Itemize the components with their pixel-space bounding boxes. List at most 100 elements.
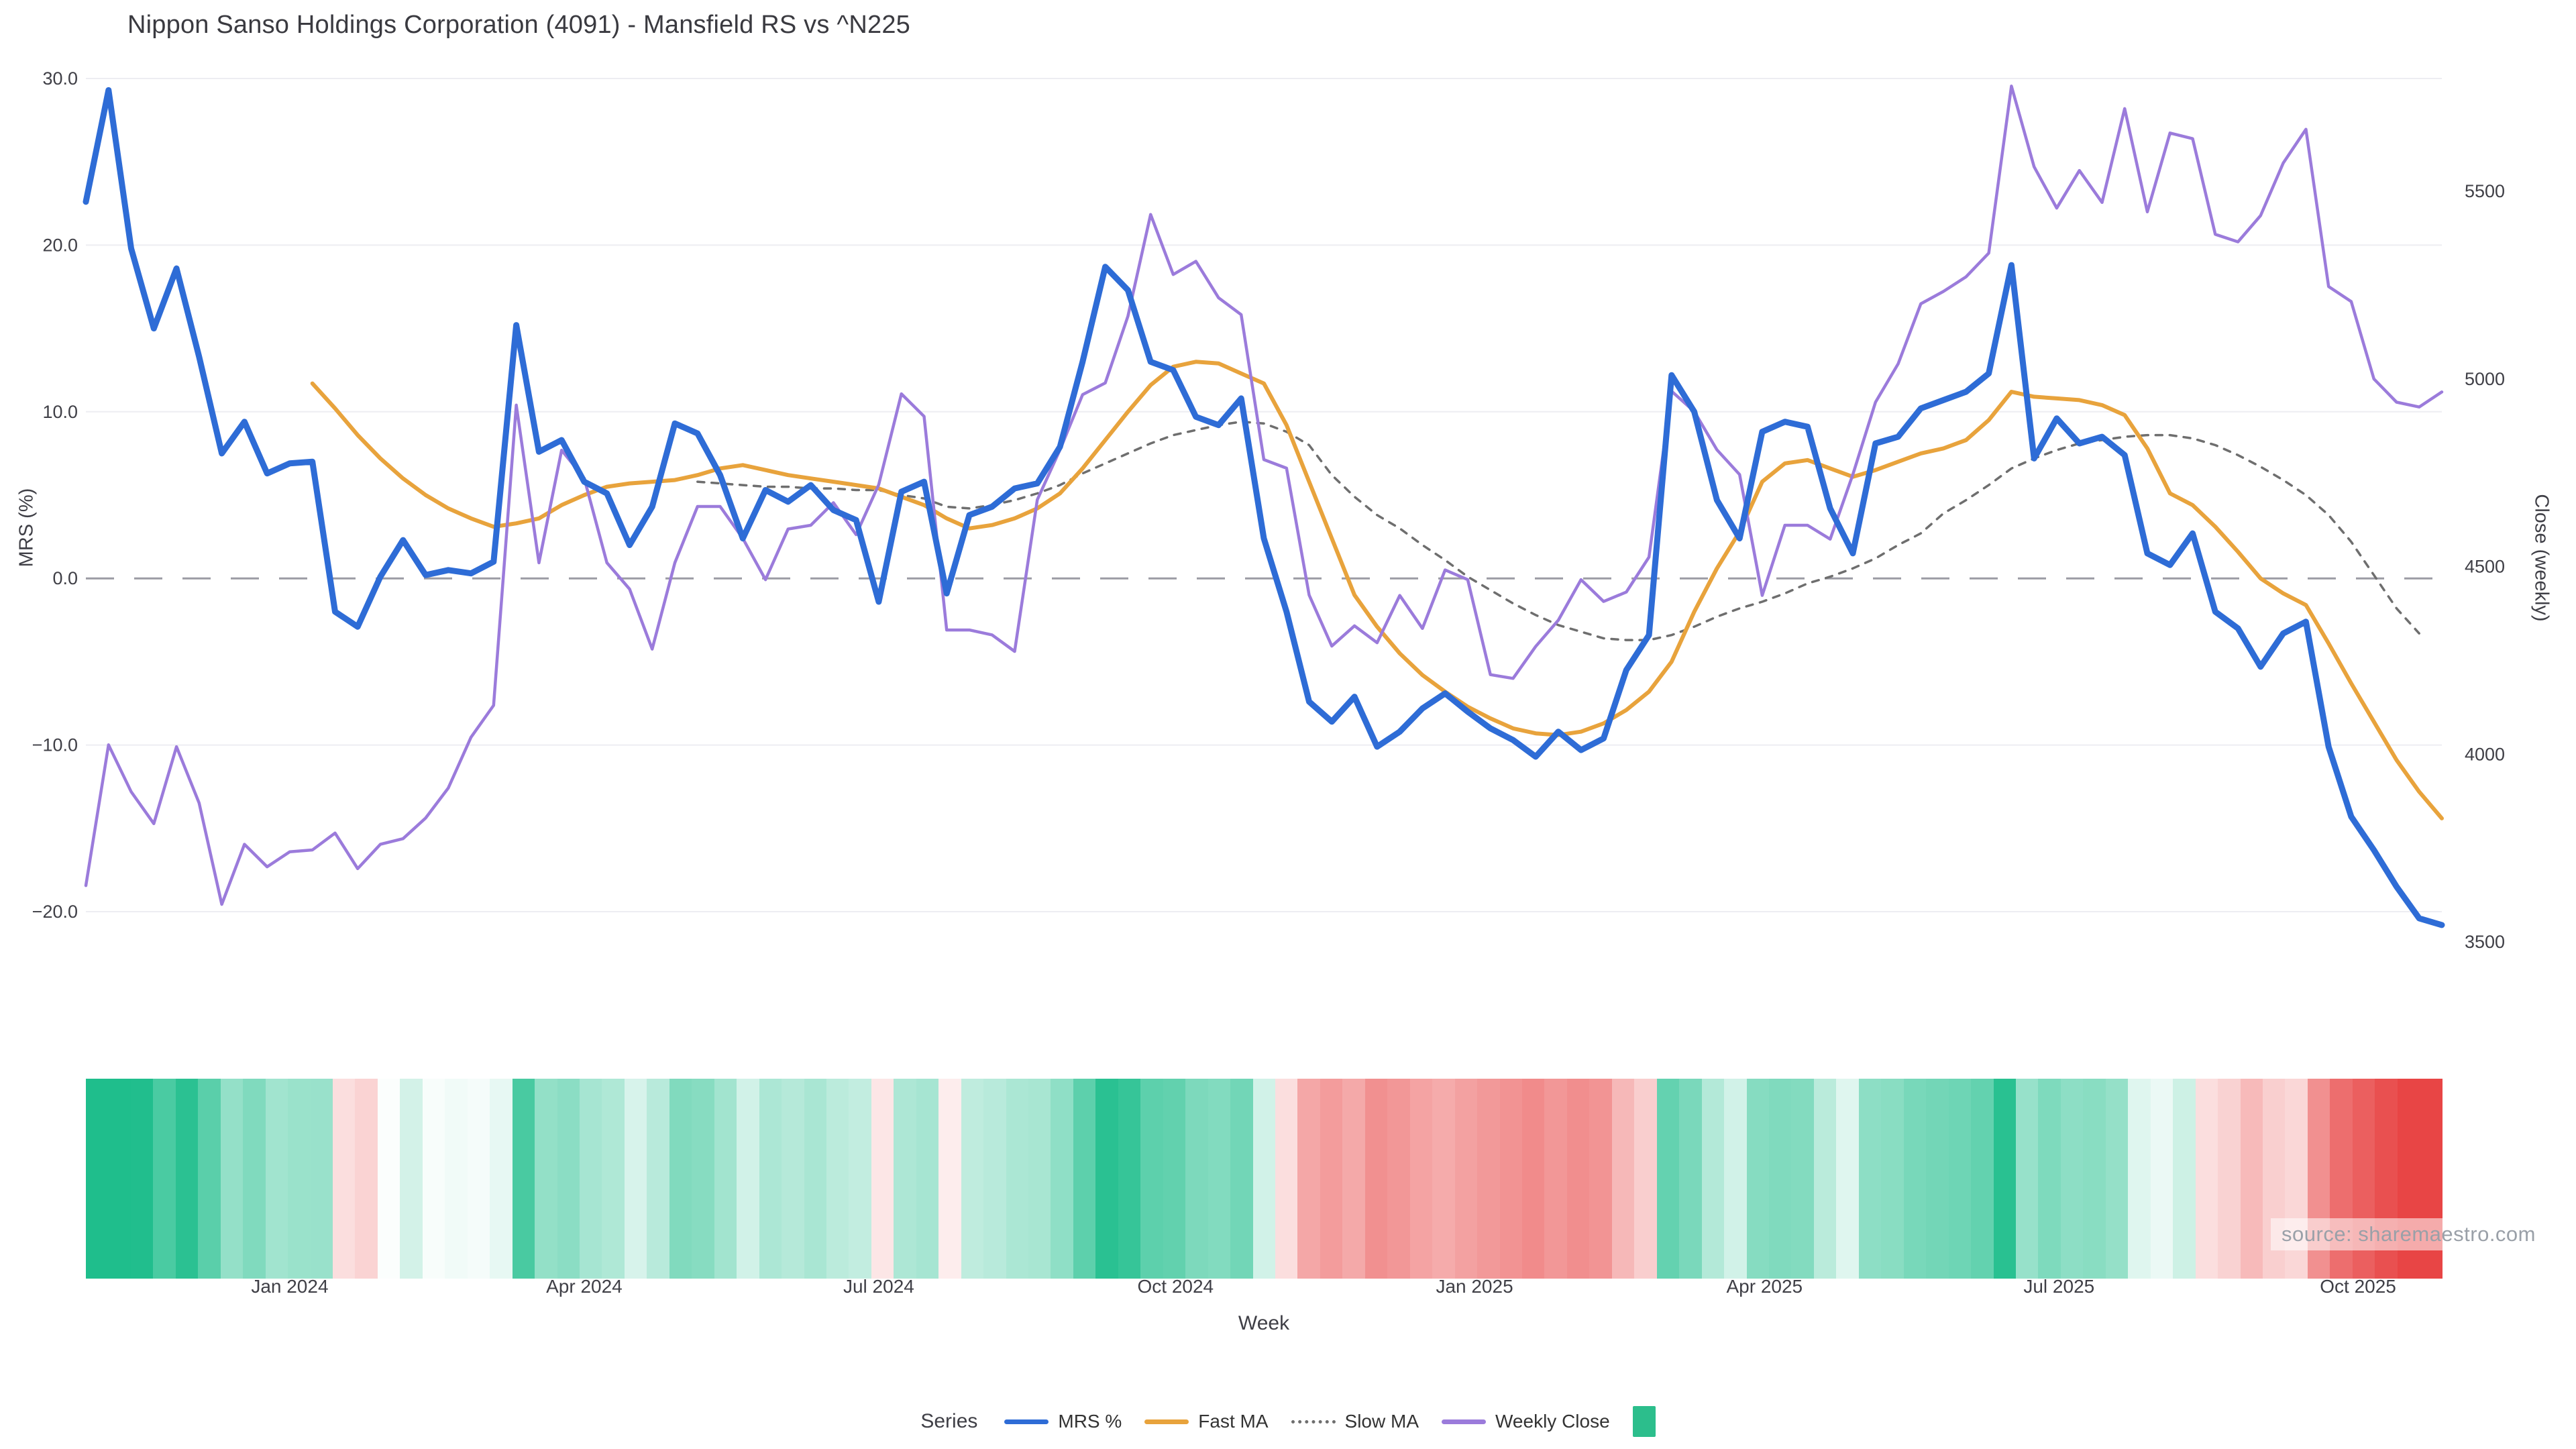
heatmap-cell [782,1079,804,1279]
heatmap-cell [1432,1079,1455,1279]
legend-item-label: Weekly Close [1495,1411,1610,1432]
heatmap-cell [983,1079,1006,1279]
heatmap-cell [894,1079,916,1279]
heatmap-cell [243,1079,266,1279]
y-tick-label-left: 0.0 [52,568,78,588]
heatmap-cell [1971,1079,1994,1279]
heatmap-cell [2060,1079,2084,1279]
series-line-weekly-close [84,85,2444,906]
x-tick-label: Apr 2025 [1726,1276,1803,1297]
heatmap-cell [579,1079,602,1279]
heatmap-cell [467,1079,490,1279]
heatmap-cell [1095,1079,1118,1279]
heatmap-cell [2105,1079,2129,1279]
legend-item-mrs-[interactable]: MRS % [1004,1411,1122,1432]
heatmap-cell [2128,1079,2151,1279]
heatmap-cell [737,1079,759,1279]
heatmap-cell [961,1079,984,1279]
heatmap-cell [1006,1079,1029,1279]
y-tick-label-left: 10.0 [42,402,78,422]
heatmap-cell [400,1079,423,1279]
heatmap-cell [1656,1079,1680,1279]
plot-area: 30.0 20.0 10.0 0.0 −10.0 −20.0 5500 5000 4500 400… [32,68,2505,952]
heatmap-cell [153,1079,176,1279]
legend-item-weekly-close[interactable]: Weekly Close [1442,1411,1610,1432]
heatmap-cell [1791,1079,1814,1279]
heatmap-strip [86,1079,2443,1279]
y-tick-label-left: −20.0 [32,902,78,922]
y-tick-label-right: 5000 [2465,369,2505,389]
heatmap-cell [2015,1079,2039,1279]
x-tick-label: Oct 2025 [2320,1276,2396,1297]
heatmap-cell [1701,1079,1725,1279]
heatmap-cell [175,1079,199,1279]
heatmap-cell [1387,1079,1410,1279]
heatmap-cell [916,1079,939,1279]
heatmap-cell [1028,1079,1051,1279]
heatmap-cell [1454,1079,1478,1279]
heatmap-cell [422,1079,445,1279]
heatmap-cell [871,1079,894,1279]
series-line-mrs- [83,87,2445,928]
heatmap-cell [1858,1079,1882,1279]
heatmap-cell [198,1079,221,1279]
heatmap-cell [1836,1079,1859,1279]
heatmap-cell [2195,1079,2218,1279]
legend-item-label: Slow MA [1344,1411,1419,1432]
heatmap-cell [849,1079,871,1279]
heatmap-cell [1297,1079,1320,1279]
heatmap-cell [1477,1079,1500,1279]
heatmap-swatch-icon [1632,1406,1656,1437]
legend-item-heatmap[interactable] [1632,1406,1656,1437]
x-tick-label: Jul 2024 [843,1276,914,1297]
series-line-slow-ma [696,420,2420,641]
heatmap-cell [1948,1079,1972,1279]
legend-item-slow-ma[interactable]: Slow MA [1291,1411,1419,1432]
heatmap-cell [1768,1079,1792,1279]
y-tick-label-left: 20.0 [42,235,78,255]
heatmap-cell [692,1079,714,1279]
left-axis-title: MRS (%) [15,488,38,568]
heatmap-cell [1073,1079,1096,1279]
heatmap-cell [1275,1079,1298,1279]
legend-item-fast-ma[interactable]: Fast MA [1144,1411,1269,1432]
heatmap-cell [1320,1079,1343,1279]
heatmap-cell [2083,1079,2106,1279]
y-tick-label-right: 4500 [2465,557,2505,577]
heatmap-cell [1185,1079,1208,1279]
line-swatch-icon [1004,1419,1049,1424]
y-tick-label-right: 5500 [2465,181,2505,201]
heatmap-cell [2218,1079,2241,1279]
y-tick-label-left: 30.0 [42,68,78,89]
heatmap-cell [804,1079,826,1279]
heatmap-cell [1118,1079,1141,1279]
heatmap-cell [265,1079,288,1279]
heatmap-cell [938,1079,961,1279]
heatmap-cell [1634,1079,1657,1279]
legend-item-label: Fast MA [1198,1411,1269,1432]
y-tick-label-right: 4000 [2465,744,2505,764]
heatmap-cell [1208,1079,1231,1279]
heatmap-cell [332,1079,356,1279]
heatmap-cell [647,1079,669,1279]
heatmap-cell [2150,1079,2174,1279]
heatmap-cell [108,1079,131,1279]
heatmap-cell [1679,1079,1702,1279]
heatmap-cell [2038,1079,2061,1279]
legend: Series MRS % Fast MA Slow MA Weekly Close [0,1406,2576,1437]
heatmap-cell [1881,1079,1904,1279]
heatmap-cell [220,1079,244,1279]
heatmap-cell [490,1079,513,1279]
x-tick-label: Jan 2024 [251,1276,329,1297]
heatmap-cell [1522,1079,1545,1279]
heatmap-cell [86,1079,109,1279]
heatmap-cell [445,1079,468,1279]
heatmap-cell [1746,1079,1769,1279]
heatmap-cell [2240,1079,2263,1279]
y-tick-label-right: 3500 [2465,932,2505,952]
heatmap-cell [1903,1079,1927,1279]
heatmap-cell [1342,1079,1365,1279]
right-axis-title: Close (weekly) [2530,494,2553,622]
x-tick-label: Jan 2025 [1436,1276,1513,1297]
